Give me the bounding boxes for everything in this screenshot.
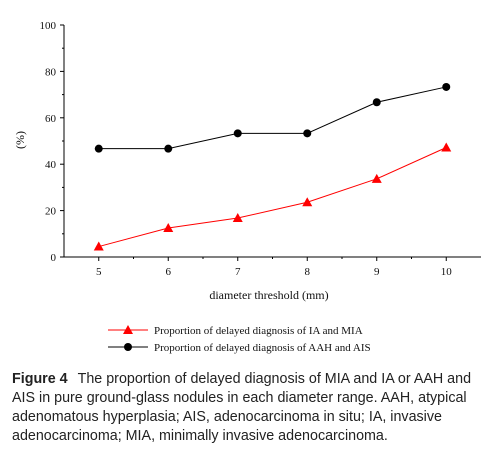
- x-tick-label: 7: [235, 266, 241, 278]
- data-point: [441, 142, 452, 152]
- data-point: [372, 98, 381, 107]
- caption-text: The proportion of delayed diagnosis of M…: [12, 371, 472, 444]
- y-tick-label: 60: [45, 113, 57, 125]
- data-point: [164, 144, 173, 153]
- line-chart: 0 20 40 60 80 100 5 6 7 8 9 10 diameter threshold (…: [13, 20, 481, 354]
- y-tick-label: 40: [45, 159, 57, 171]
- x-axis-title: diameter threshold (mm): [209, 288, 328, 302]
- x-tick-label: 10: [441, 266, 453, 278]
- data-point: [93, 241, 104, 251]
- series-line: [98, 86, 447, 150]
- legend: Proportion of delayed diagnosis of IA an…: [108, 325, 371, 354]
- series-aah-ais: [94, 82, 451, 153]
- y-tick-label: 80: [45, 66, 57, 78]
- figure-caption: Figure 4 The proportion of delayed diagno…: [12, 370, 488, 446]
- y-tick-label: 0: [51, 252, 57, 264]
- data-point: [232, 213, 243, 223]
- data-point: [371, 173, 382, 183]
- series-ia-mia: [93, 142, 452, 251]
- legend-marker: [124, 343, 132, 351]
- x-tick-label: 5: [96, 266, 102, 278]
- legend-item: Proportion of delayed diagnosis of AAH a…: [108, 342, 371, 354]
- data-point: [233, 129, 242, 138]
- data-point: [302, 197, 313, 207]
- data-point: [303, 129, 312, 138]
- series-line: [98, 147, 447, 248]
- figure-label: Figure 4: [12, 371, 68, 387]
- y-tick-label: 100: [40, 20, 57, 32]
- x-tick-label: 9: [374, 266, 380, 278]
- legend-label: Proportion of delayed diagnosis of IA an…: [154, 325, 363, 337]
- x-tick-label: 6: [166, 266, 172, 278]
- y-tick-label: 20: [45, 206, 57, 218]
- data-point: [94, 144, 103, 153]
- axes: 0 20 40 60 80 100 5 6 7 8 9 10: [40, 20, 481, 278]
- legend-item: Proportion of delayed diagnosis of IA an…: [108, 325, 363, 337]
- legend-marker: [123, 325, 133, 334]
- data-point: [442, 82, 451, 91]
- data-point: [163, 223, 174, 232]
- x-tick-label: 8: [305, 266, 311, 278]
- y-axis-title: (%): [13, 131, 27, 149]
- series-layer: [93, 82, 452, 251]
- legend-label: Proportion of delayed diagnosis of AAH a…: [154, 342, 371, 354]
